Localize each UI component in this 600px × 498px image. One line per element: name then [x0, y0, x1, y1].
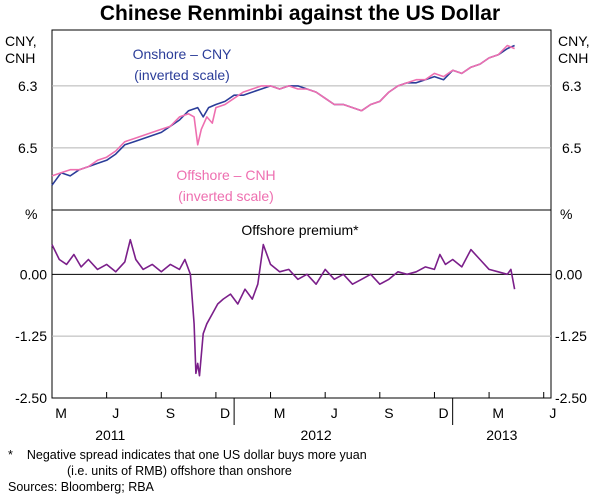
offshore-label: Offshore – CNH — [176, 167, 275, 183]
top-right-unit-line2: CNH — [558, 50, 588, 66]
ytick-top-left: 6.3 — [18, 78, 38, 94]
footnote-line1: * Negative spread indicates that one US d… — [8, 447, 367, 463]
xtick-month: M — [274, 405, 286, 421]
ytick-bottom-right: -1.25 — [555, 328, 587, 344]
onshore-sublabel: (inverted scale) — [134, 67, 230, 83]
xtick-month: J — [112, 405, 119, 421]
ytick-top-right: 6.3 — [562, 78, 582, 94]
xtick-year: 2011 — [95, 427, 125, 443]
xtick-year: 2013 — [486, 427, 517, 443]
top-right-unit-line1: CNY, — [558, 33, 590, 49]
xtick-year: 2012 — [300, 427, 331, 443]
top-left-unit-line1: CNY, — [5, 33, 37, 49]
xtick-month: M — [55, 405, 67, 421]
offshore-sublabel: (inverted scale) — [178, 188, 274, 204]
onshore-label: Onshore – CNY — [133, 46, 232, 62]
bottom-left-unit: % — [25, 206, 37, 222]
footnote-line2: (i.e. units of RMB) offshore than onshor… — [67, 464, 292, 478]
xtick-month: J — [549, 405, 556, 421]
ytick-top-right: 6.5 — [562, 140, 582, 156]
x-tick-labels: M J S D M J S D M J 2011 2012 2013 — [51, 392, 556, 443]
series-offshore-cnh — [51, 44, 515, 177]
series-group — [51, 44, 516, 377]
xtick-month: D — [220, 405, 230, 421]
xtick-month: D — [438, 405, 448, 421]
xtick-month: S — [166, 405, 175, 421]
ytick-bottom-right: -2.50 — [555, 390, 587, 406]
ytick-bottom-right: 0.00 — [555, 266, 582, 282]
premium-panel-title: Offshore premium* — [241, 222, 359, 238]
ytick-bottom-left: -1.25 — [15, 328, 47, 344]
chart-title: Chinese Renminbi against the US Dollar — [100, 2, 500, 25]
ytick-bottom-left: -2.50 — [15, 390, 47, 406]
xtick-month: S — [384, 405, 393, 421]
xtick-month: M — [492, 405, 504, 421]
series-offshore-premium — [51, 238, 516, 377]
ytick-top-left: 6.5 — [18, 140, 38, 156]
plot-frame — [51, 29, 552, 399]
footnote-text-1: Negative spread indicates that one US do… — [26, 448, 367, 462]
footnote-asterisk: * — [8, 448, 13, 462]
ytick-bottom-left: 0.00 — [20, 266, 47, 282]
y-tick-labels: 6.3 6.3 6.5 6.5 0.00 0.00 -1.25 -1.25 -2.50 -2.50 — [15, 78, 587, 406]
bottom-right-unit: % — [560, 206, 572, 222]
top-left-unit-line2: CNH — [5, 50, 35, 66]
sources: Sources: Bloomberg; RBA — [8, 480, 154, 494]
xtick-month: J — [331, 405, 338, 421]
gridlines — [52, 85, 551, 337]
